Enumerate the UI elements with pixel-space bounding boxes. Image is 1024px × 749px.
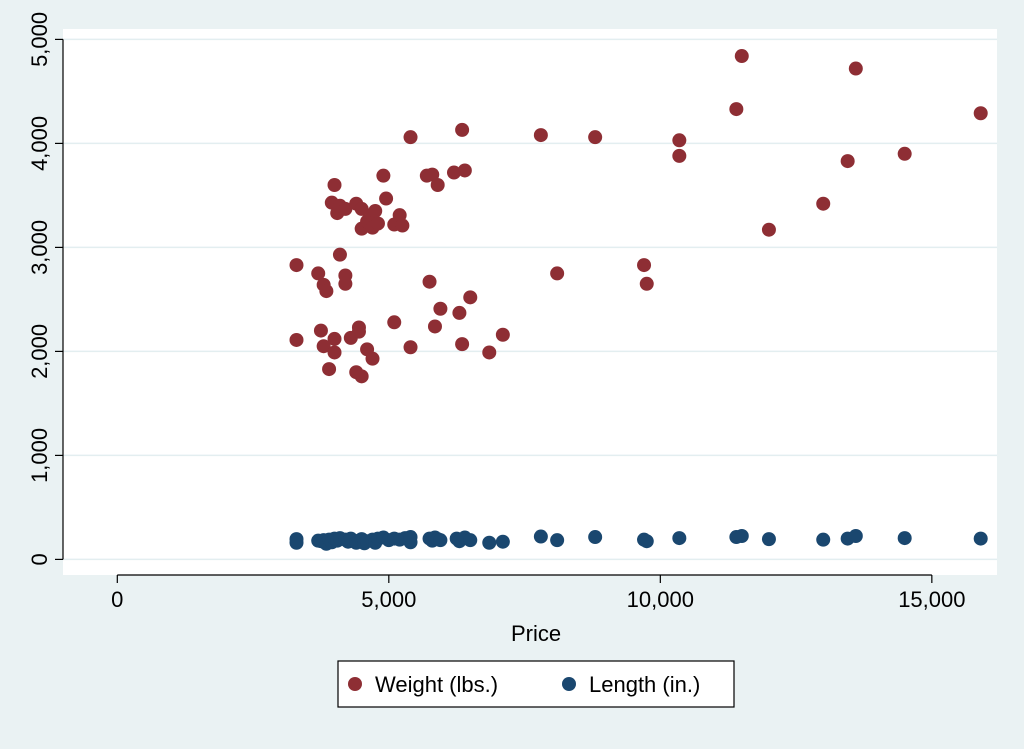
length-point: [533, 529, 548, 544]
data-points: [289, 49, 988, 551]
y-tick-label: 5,000: [27, 12, 52, 67]
x-tick-label: 15,000: [898, 587, 965, 612]
weight-point: [455, 122, 470, 137]
legend-marker: [562, 677, 576, 691]
weight-point: [313, 323, 328, 338]
weight-point: [311, 266, 326, 281]
length-point: [588, 530, 603, 545]
weight-point: [637, 258, 652, 273]
axes: 0 1,000 2,000 3,000 4,000 5,000 0 5,000 10,000 15…: [27, 12, 965, 612]
weight-point: [495, 327, 510, 342]
x-tick-label: 10,000: [627, 587, 694, 612]
weight-point: [422, 274, 437, 289]
length-point: [734, 529, 749, 543]
x-axis-label: Price: [511, 621, 561, 646]
legend-label: Length (in.): [589, 672, 700, 697]
weight-point: [289, 258, 304, 273]
weight-point: [327, 331, 342, 346]
length-point: [289, 535, 304, 550]
plot-area: [63, 29, 997, 575]
legend-box: [337, 660, 735, 708]
length-point: [761, 532, 776, 547]
weight-point: [672, 133, 687, 148]
weight-point: [322, 362, 337, 377]
length-point: [482, 535, 497, 550]
weight-point: [332, 247, 347, 262]
length-point: [639, 534, 654, 549]
x-tick-label: 5,000: [361, 587, 416, 612]
weight-point: [455, 337, 470, 352]
weight-point: [427, 319, 442, 334]
grid-lines: [63, 38, 997, 561]
weight-point: [368, 204, 383, 218]
weight-point: [734, 49, 749, 64]
y-tick-label: 1,000: [27, 428, 52, 483]
weight-point: [761, 222, 776, 237]
weight-point: [533, 128, 548, 143]
weight-point: [433, 301, 448, 316]
weight-point: [327, 345, 342, 360]
weight-point: [840, 154, 855, 169]
weight-point: [729, 102, 744, 117]
length-point: [433, 533, 448, 548]
weight-point: [446, 165, 461, 180]
weight-point: [457, 163, 472, 178]
length-point: [897, 531, 912, 546]
weight-point: [338, 201, 353, 216]
y-tick-label: 3,000: [27, 220, 52, 275]
length-point: [672, 531, 687, 546]
weight-point: [387, 315, 402, 330]
length-point: [816, 532, 831, 547]
legend: Weight (lbs.) Length (in.): [337, 660, 735, 708]
weight-point: [351, 324, 366, 339]
weight-point: [403, 130, 418, 145]
weight-point: [430, 178, 445, 192]
weight-point: [370, 216, 385, 231]
legend-marker: [348, 677, 362, 691]
length-point: [463, 533, 478, 548]
weight-point: [425, 167, 440, 182]
length-point: [550, 533, 565, 548]
y-tick-label: 0: [27, 553, 52, 565]
weight-point: [379, 191, 394, 206]
y-tick-label: 4,000: [27, 116, 52, 171]
length-point: [495, 534, 510, 549]
weight-point: [816, 196, 831, 211]
weight-point: [550, 266, 565, 281]
weight-point: [289, 332, 304, 347]
y-tick-label: 2,000: [27, 324, 52, 379]
weight-point: [588, 130, 603, 145]
weight-point: [848, 61, 863, 76]
weight-point: [672, 148, 687, 163]
legend-label: Weight (lbs.): [375, 672, 498, 697]
weight-point: [897, 146, 912, 161]
length-point: [403, 530, 418, 545]
weight-point: [354, 201, 369, 216]
length-point: [973, 531, 988, 546]
weight-point: [639, 276, 654, 291]
weight-point: [463, 290, 478, 305]
weight-point: [354, 369, 369, 384]
weight-point: [452, 305, 467, 320]
weight-point: [338, 276, 353, 291]
weight-point: [395, 218, 410, 233]
weight-point: [376, 168, 391, 183]
weight-point: [482, 345, 497, 360]
length-point: [848, 529, 863, 543]
weight-point: [316, 339, 331, 354]
weight-point: [319, 284, 334, 299]
weight-point: [403, 340, 418, 355]
weight-point: [365, 351, 380, 366]
weight-point: [973, 106, 988, 121]
weight-point: [327, 178, 342, 192]
x-tick-label: 0: [111, 587, 123, 612]
